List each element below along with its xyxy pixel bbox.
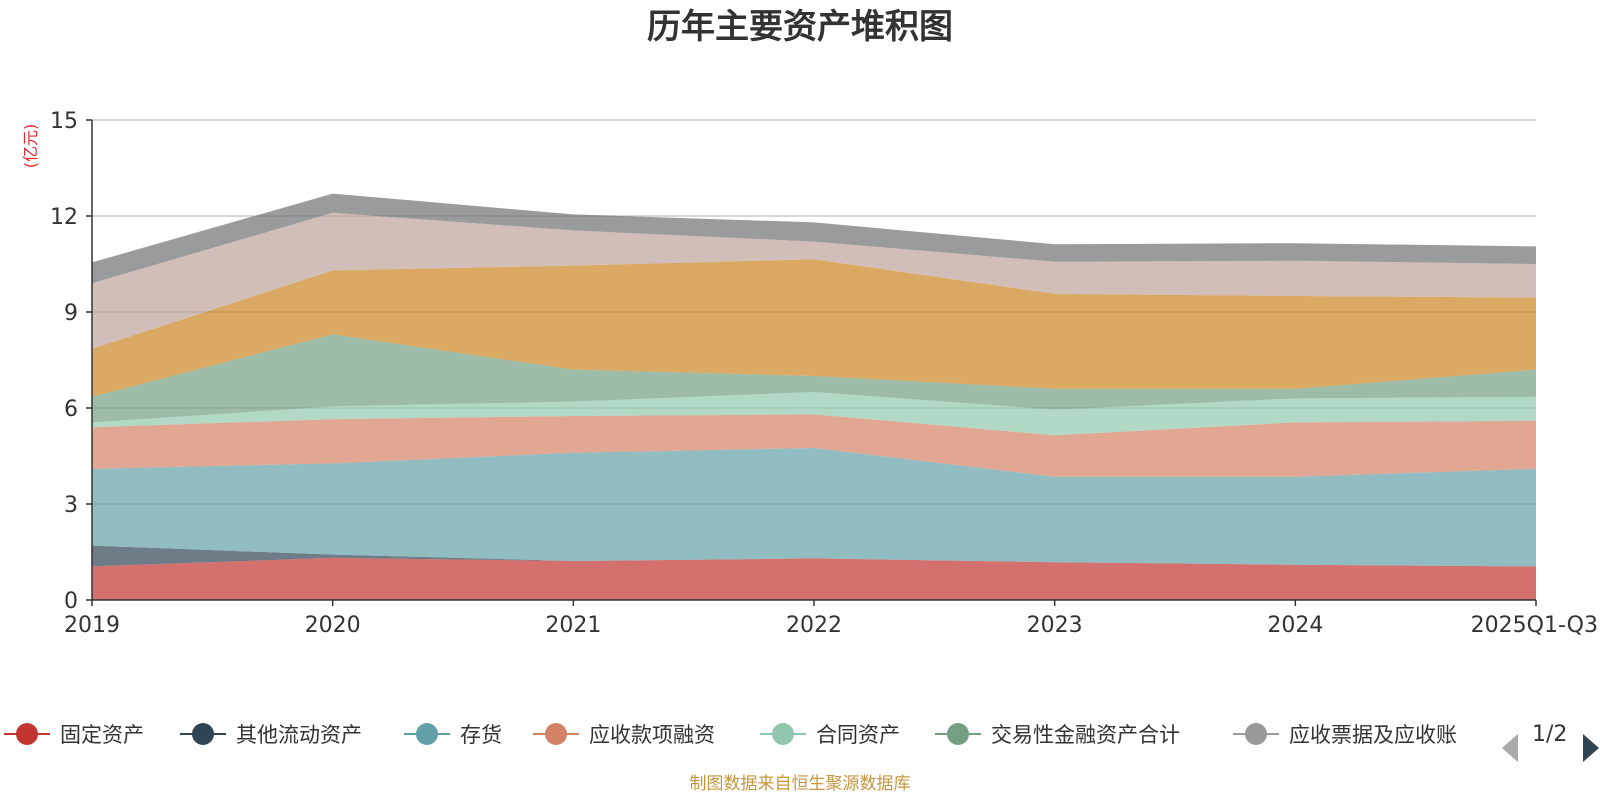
legend-next-arrow-icon[interactable] bbox=[1583, 734, 1599, 762]
y-tick-label: 3 bbox=[64, 493, 78, 518]
axes: 0 3 6 9 12 15 2019 2020 2021 2022 2023 2024 2025Q1-Q… bbox=[50, 109, 1598, 638]
y-tick-label: 6 bbox=[64, 397, 78, 422]
area-series-其他[interactable] bbox=[92, 193, 1536, 284]
legend-item[interactable]: 应收款项融资 bbox=[533, 723, 715, 747]
x-tick-label: 2024 bbox=[1267, 613, 1323, 638]
area-series-固定资产[interactable] bbox=[92, 557, 1536, 600]
x-tick-label: 2025Q1-Q3 bbox=[1471, 613, 1598, 638]
area-series-交易性金融资产合计[interactable] bbox=[92, 334, 1536, 423]
legend: 固定资产 其他流动资产 存货 应收款项融资 合同资产 交易性金融资产合计 应收票据及应收账 bbox=[4, 723, 1457, 747]
data-source-note: 制图数据来自恒生聚源数据库 bbox=[690, 774, 911, 794]
y-tick-label: 9 bbox=[64, 301, 78, 326]
area-series-应收票据及应收账款[interactable] bbox=[92, 259, 1536, 397]
legend-label: 应收票据及应收账 bbox=[1289, 723, 1457, 747]
area-series-合同资产[interactable] bbox=[92, 392, 1536, 436]
y-tick-label: 0 bbox=[64, 589, 78, 614]
y-tick-label: 12 bbox=[50, 205, 78, 230]
legend-label: 交易性金融资产合计 bbox=[991, 723, 1180, 747]
legend-item[interactable]: 交易性金融资产合计 bbox=[935, 723, 1180, 747]
legend-marker-icon bbox=[1245, 723, 1267, 745]
x-tick-label: 2020 bbox=[305, 613, 361, 638]
chart-title: 历年主要资产堆积图 bbox=[647, 7, 953, 47]
area-series-其他资产[interactable] bbox=[92, 212, 1536, 349]
legend-item[interactable]: 固定资产 bbox=[4, 723, 144, 747]
legend-item[interactable]: 存货 bbox=[404, 723, 502, 747]
legend-label: 合同资产 bbox=[816, 723, 900, 747]
x-tick-label: 2023 bbox=[1027, 613, 1083, 638]
legend-page-indicator: 1/2 bbox=[1532, 722, 1567, 747]
area-series-其他流动资产[interactable] bbox=[92, 545, 1536, 567]
legend-pager: 1/2 bbox=[1502, 722, 1599, 762]
legend-label: 固定资产 bbox=[60, 723, 144, 747]
area-series-存货[interactable] bbox=[92, 448, 1536, 567]
area-series-group bbox=[92, 193, 1536, 600]
legend-marker-icon bbox=[192, 723, 214, 745]
legend-marker-icon bbox=[416, 723, 438, 745]
legend-item[interactable]: 应收票据及应收账 bbox=[1233, 723, 1457, 747]
y-tick-label: 15 bbox=[50, 109, 78, 134]
area-series-应收款项融资[interactable] bbox=[92, 414, 1536, 477]
legend-label: 应收款项融资 bbox=[589, 723, 715, 747]
legend-label: 其他流动资产 bbox=[236, 723, 362, 747]
legend-item[interactable]: 其他流动资产 bbox=[180, 723, 362, 747]
legend-label: 存货 bbox=[460, 723, 502, 747]
legend-item[interactable]: 合同资产 bbox=[760, 723, 900, 747]
x-tick-label: 2019 bbox=[64, 613, 120, 638]
legend-marker-icon bbox=[947, 723, 969, 745]
legend-prev-arrow-icon[interactable] bbox=[1502, 734, 1518, 762]
legend-marker-icon bbox=[545, 723, 567, 745]
legend-marker-icon bbox=[16, 723, 38, 745]
x-tick-label: 2021 bbox=[545, 613, 601, 638]
y-axis-unit-label: (亿元) bbox=[21, 124, 40, 169]
legend-marker-icon bbox=[772, 723, 794, 745]
x-tick-label: 2022 bbox=[786, 613, 842, 638]
